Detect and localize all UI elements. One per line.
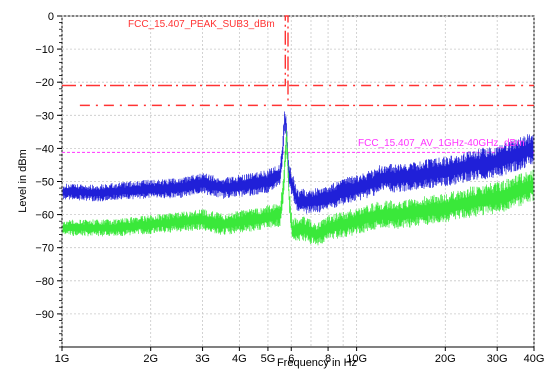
y-tick-label: 0 [48,11,54,23]
x-tick-labels: 1G 2G 3G 4G 5G 6 8 10G 20G 30G 40G [55,347,545,365]
x-tick-label: 20G [435,353,456,365]
x-tick-label: 8 [325,353,331,365]
x-axis-title: Frequency in Hz [277,357,357,369]
x-tick-label: 40G [524,353,545,365]
series-traces [62,111,534,246]
x-tick-label: 3G [195,353,210,365]
y-tick-label: −80 [35,276,54,288]
x-tick-label: 10G [346,353,367,365]
y-tick-label: −60 [35,210,54,222]
peak-limit-label: FCC_15.407_PEAK_SUB3_dBm [128,19,275,30]
y-tick-label: −70 [35,243,54,255]
x-tick-label: 4G [232,353,247,365]
y-tick-label: −90 [35,309,54,321]
y-tick-label: −20 [35,77,54,89]
average-trace [62,130,534,246]
limit-lines [62,15,534,153]
average-limit-label: FCC_15.407_AV_1GHz-40GHz_dBm [358,138,525,149]
peak-trace [62,111,534,214]
y-tick-label: −40 [35,143,54,155]
y-tick-label: −10 [35,44,54,56]
x-tick-label: 2G [143,353,158,365]
y-axis-title: Level in dBm [17,149,29,213]
y-tick-label: −30 [35,110,54,122]
limit-labels: FCC_15.407_PEAK_SUB3_dBm FCC_15.407_AV_1G… [128,19,525,149]
y-tick-labels: 0 −10 −20 −30 −40 −50 −60 −70 −80 −90 [35,11,54,321]
x-tick-label: 1G [55,353,70,365]
x-tick-label: 5G [261,353,276,365]
y-tick-label: −50 [35,177,54,189]
x-tick-label: 6 [288,353,294,365]
x-tick-label: 30G [487,353,508,365]
peak-limit-line [62,15,534,107]
